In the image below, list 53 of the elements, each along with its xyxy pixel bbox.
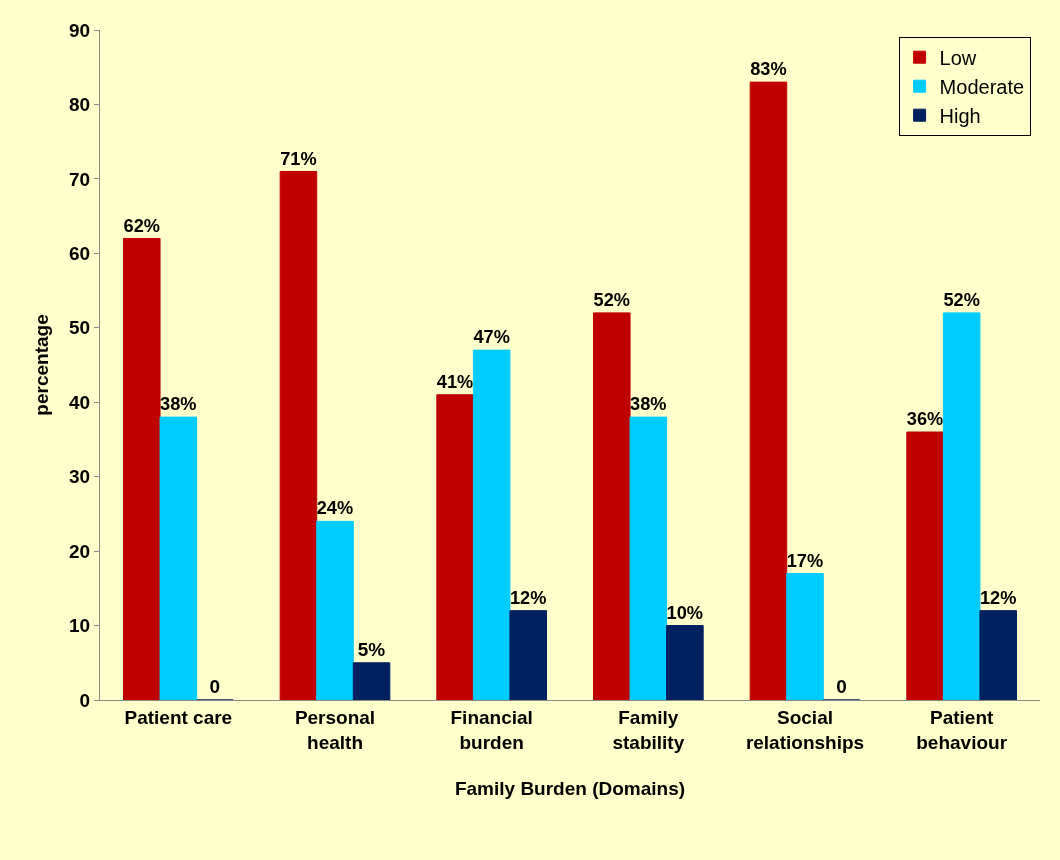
y-tick-label: 60 [69, 242, 91, 264]
y-tick-label: 80 [69, 94, 91, 116]
y-tick-label: 20 [69, 540, 91, 562]
data-label: 12% [509, 587, 547, 608]
data-label: 17% [786, 550, 824, 571]
y-tick-label: 40 [69, 391, 91, 413]
data-label: 24% [316, 498, 354, 519]
data-label: 52% [593, 290, 630, 311]
y-tick-label: 50 [69, 317, 91, 339]
bar [316, 520, 354, 700]
x-tick-label: Financial burden [450, 706, 533, 753]
y-tick-label: 90 [69, 19, 91, 41]
x-tick-label: Patient care [124, 706, 233, 728]
y-tick-label: 0 [79, 689, 91, 711]
legend-label: Low [939, 47, 977, 69]
bar [472, 349, 511, 700]
bar [509, 610, 547, 700]
bar [979, 610, 1017, 700]
legend-label: Moderate [939, 76, 1025, 98]
bar [906, 431, 944, 700]
x-tick-label: Patient behaviour [916, 706, 1008, 753]
data-label: 41% [436, 371, 474, 392]
bar [593, 312, 631, 700]
bar [942, 312, 981, 700]
data-label: 0 [836, 676, 847, 697]
x-axis-title: Family Burden (Domains) [454, 778, 686, 800]
bar [666, 625, 704, 700]
bar [352, 662, 391, 700]
x-tick-label: Personal health [294, 706, 376, 753]
data-label: 83% [750, 59, 787, 80]
y-tick-label: 10 [69, 615, 91, 637]
bar [749, 81, 788, 700]
bar [786, 572, 824, 700]
y-tick-label: 30 [69, 466, 91, 488]
x-tick-label: Family stability [612, 706, 685, 753]
data-label: 12% [979, 587, 1017, 608]
data-label: 47% [473, 327, 510, 348]
x-tick-label: Social relationships [745, 706, 865, 753]
data-label: 36% [906, 409, 944, 430]
bar [123, 237, 161, 700]
bar [436, 394, 474, 700]
data-label: 52% [943, 290, 980, 311]
bar [629, 416, 668, 700]
bar [159, 416, 198, 700]
data-label: 0 [209, 676, 221, 697]
data-label: 62% [123, 215, 160, 236]
data-label: 71% [280, 148, 317, 169]
y-tick-label: 70 [69, 168, 91, 190]
bar [279, 170, 318, 700]
data-label: 5% [357, 638, 386, 660]
data-label: 10% [666, 602, 704, 623]
legend-label: High [939, 105, 981, 127]
y-axis-title: percentage [30, 314, 52, 416]
